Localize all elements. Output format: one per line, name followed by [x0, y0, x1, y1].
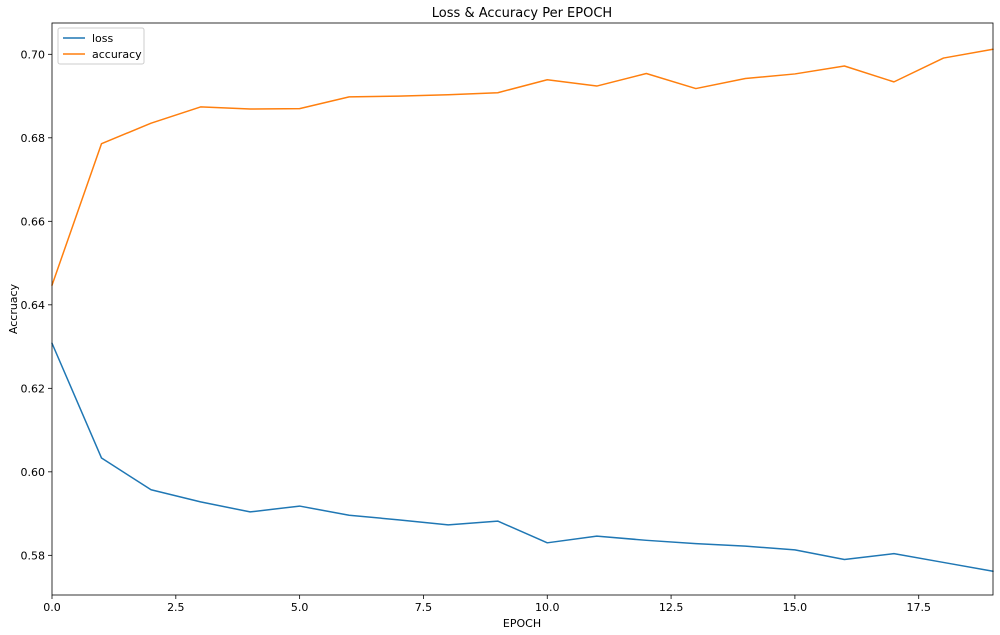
- legend-label-accuracy: accuracy: [92, 48, 142, 61]
- x-tick-label: 2.5: [167, 601, 185, 614]
- y-axis-title: Accruacy: [7, 283, 20, 334]
- y-tick-label: 0.70: [21, 48, 46, 61]
- x-tick-label: 5.0: [291, 601, 309, 614]
- x-axis-title: EPOCH: [503, 617, 541, 630]
- series-line-accuracy: [51, 48, 994, 286]
- chart-title: Loss & Accuracy Per EPOCH: [432, 6, 612, 21]
- x-tick-label: 15.0: [783, 601, 808, 614]
- plot-frame: [51, 22, 994, 596]
- x-tick-label: 12.5: [659, 601, 684, 614]
- y-tick-label: 0.58: [21, 549, 46, 562]
- series-line-loss: [51, 342, 994, 572]
- y-tick-label: 0.68: [21, 132, 46, 145]
- y-tick-label: 0.62: [21, 382, 46, 395]
- y-tick-label: 0.60: [21, 466, 46, 479]
- x-tick-label: 0.0: [43, 601, 61, 614]
- legend-label-loss: loss: [92, 32, 114, 45]
- x-tick-label: 7.5: [415, 601, 433, 614]
- x-axis: 0.0 2.5 5.0 7.5 10.0 12.5 15.0 17.5: [43, 595, 931, 614]
- legend-box: [57, 27, 145, 65]
- plot-lines: [51, 48, 994, 572]
- x-tick-label: 10.0: [535, 601, 560, 614]
- y-tick-label: 0.64: [21, 299, 46, 312]
- y-tick-label: 0.66: [21, 215, 46, 228]
- x-tick-label: 17.5: [906, 601, 931, 614]
- y-axis: 0.58 0.60 0.62 0.64 0.66 0.68 0.70: [21, 48, 52, 562]
- legend: loss accuracy: [57, 27, 145, 65]
